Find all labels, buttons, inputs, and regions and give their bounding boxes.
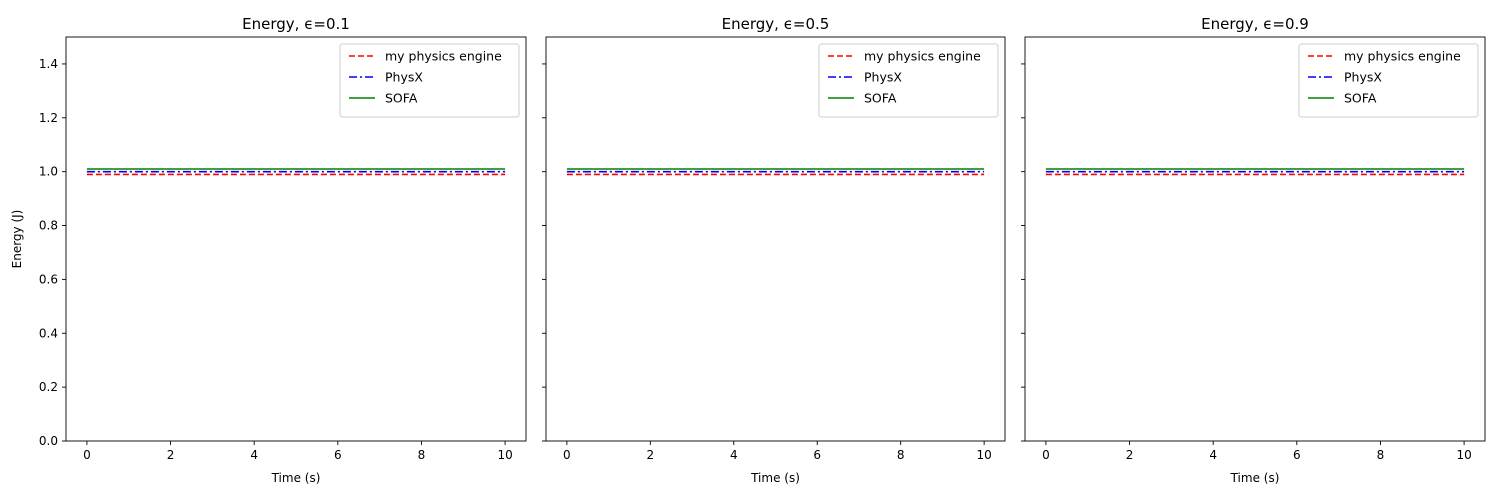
- legend-label-2: PhysX: [864, 70, 902, 85]
- legend-label-3: SOFA: [1344, 91, 1377, 106]
- y-tick-label: 0.2: [39, 380, 58, 394]
- x-tick-label: 2: [646, 448, 654, 462]
- x-axis-label: Time (s): [271, 471, 321, 485]
- legend-label-3: SOFA: [385, 91, 418, 106]
- x-tick-label: 10: [1456, 448, 1471, 462]
- y-tick-label: 1.4: [39, 57, 58, 71]
- legend-box: [339, 43, 520, 118]
- chart-panel-3: Energy, ϵ=0.9 0 2 4 6 8 10 Time (s) my physics e…: [1021, 15, 1486, 485]
- y-tick-label: 0.8: [39, 219, 58, 233]
- axes-frame: [65, 36, 527, 442]
- legend-label-2: PhysX: [1344, 70, 1382, 85]
- chart-title: Energy, ϵ=0.9: [1201, 15, 1309, 33]
- x-tick-label: 8: [1377, 448, 1385, 462]
- legend-label-1: my physics engine: [385, 49, 502, 64]
- legend: my physics engine PhysX SOFA: [818, 43, 999, 118]
- y-tick-label: 1.2: [39, 111, 58, 125]
- x-tick-label: 4: [730, 448, 738, 462]
- x-tick-label: 0: [1042, 448, 1050, 462]
- x-tick-label: 0: [83, 448, 91, 462]
- y-tick-label: 1.0: [39, 165, 58, 179]
- chart-title: Energy, ϵ=0.5: [722, 15, 830, 33]
- axes-frame: [545, 36, 1006, 442]
- legend-box: [818, 43, 999, 118]
- axes-frame: [1024, 36, 1486, 442]
- legend: my physics engine PhysX SOFA: [1298, 43, 1479, 118]
- y-tick-label: 0.4: [39, 326, 58, 340]
- x-tick-label: 6: [813, 448, 821, 462]
- x-tick-label: 8: [418, 448, 426, 462]
- x-tick-label: 6: [1293, 448, 1301, 462]
- x-tick-label: 4: [250, 448, 258, 462]
- x-tick-label: 4: [1209, 448, 1217, 462]
- y-tick-label: 0.6: [39, 272, 58, 286]
- legend-box: [1298, 43, 1479, 118]
- x-axis-label: Time (s): [1230, 471, 1280, 485]
- y-axis-label: Energy (J): [10, 210, 24, 269]
- legend-label-1: my physics engine: [1344, 49, 1461, 64]
- chart-panel-2: Energy, ϵ=0.5 0 2 4 6 8 10 Time (s) my physics e…: [542, 15, 1006, 485]
- x-tick-label: 6: [334, 448, 342, 462]
- x-axis-label: Time (s): [750, 471, 800, 485]
- x-tick-label: 10: [497, 448, 512, 462]
- chart-panel-1: Energy, ϵ=0.1 0 2 4 6 8 10 0.0 0.2 0.4 0.6 0.8 1.0 1.…: [10, 15, 527, 485]
- x-tick-label: 2: [1126, 448, 1134, 462]
- legend-label-2: PhysX: [385, 70, 423, 85]
- x-tick-label: 0: [563, 448, 571, 462]
- legend-label-1: my physics engine: [864, 49, 981, 64]
- legend: my physics engine PhysX SOFA: [339, 43, 520, 118]
- chart-title: Energy, ϵ=0.1: [242, 15, 350, 33]
- legend-label-3: SOFA: [864, 91, 897, 106]
- y-tick-label: 0.0: [39, 434, 58, 448]
- x-tick-label: 8: [897, 448, 905, 462]
- x-tick-label: 10: [976, 448, 991, 462]
- x-tick-label: 2: [167, 448, 175, 462]
